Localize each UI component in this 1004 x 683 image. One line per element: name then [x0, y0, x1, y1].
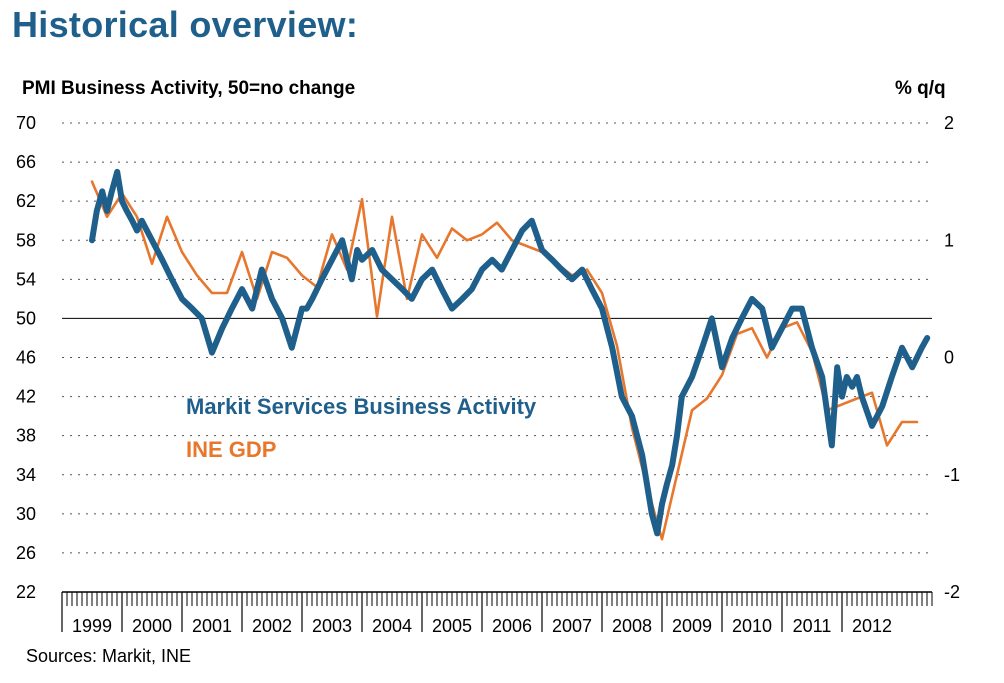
y2-tick-label: -1: [944, 465, 960, 485]
y-tick-label: 62: [16, 191, 36, 211]
series-line-markit-services: [89, 168, 931, 537]
page-title: Historical overview:: [12, 4, 359, 45]
y2-tick-label: -2: [944, 582, 960, 602]
y-tick-label: 54: [16, 269, 36, 289]
y-tick-label: 50: [16, 308, 36, 328]
y-tick-label: 46: [16, 348, 36, 368]
x-tick-label: 2003: [312, 616, 352, 636]
x-tick-label: 2007: [552, 616, 592, 636]
y-tick-label: 26: [16, 543, 36, 563]
series-layer: [89, 168, 931, 541]
series-line-ine-gdp: [90, 180, 919, 541]
y-tick-label: 22: [16, 582, 36, 602]
x-tick-label: 2004: [372, 616, 412, 636]
x-tick-label: 2005: [432, 616, 472, 636]
x-tick-label: 2012: [852, 616, 892, 636]
legend-markit-services: Markit Services Business Activity: [186, 394, 537, 419]
gridlines: [62, 122, 932, 554]
x-tick-label: 2000: [132, 616, 172, 636]
x-tick-label: 2011: [793, 616, 832, 636]
x-tick-label: 2008: [612, 616, 652, 636]
x-tick-label: 2002: [252, 616, 292, 636]
y2-tick-label: 1: [944, 230, 954, 250]
x-tick-label: 2009: [672, 616, 712, 636]
x-tick-label: 2010: [732, 616, 772, 636]
x-tick-label: 2001: [192, 616, 232, 636]
right-axis-label: % q/q: [895, 78, 946, 99]
y-tick-label: 70: [16, 113, 36, 133]
legend-ine-gdp: INE GDP: [186, 437, 276, 462]
y-tick-label: 42: [16, 387, 36, 407]
x-tick-label: 2006: [492, 616, 532, 636]
y-tick-label: 30: [16, 504, 36, 524]
y-tick-label: 66: [16, 152, 36, 172]
y2-tick-label: 2: [944, 113, 954, 133]
x-tick-label: 1999: [72, 616, 112, 636]
y-tick-label: 34: [16, 465, 36, 485]
y-tick-label: 38: [16, 426, 36, 446]
sources-note: Sources: Markit, INE: [26, 646, 192, 666]
y-tick-label: 58: [16, 230, 36, 250]
left-axis-label: PMI Business Activity, 50=no change: [22, 78, 356, 99]
y2-tick-label: 0: [944, 348, 954, 368]
